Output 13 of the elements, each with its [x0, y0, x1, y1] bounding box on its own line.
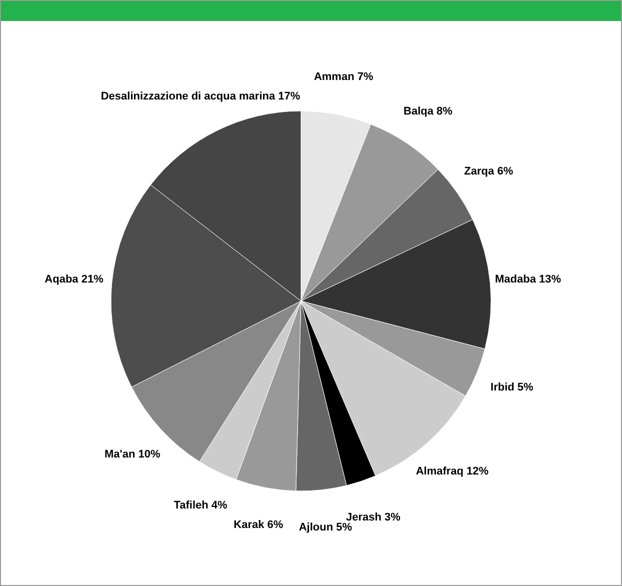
- slice-label: Jerash 3%: [346, 511, 401, 524]
- slice-label: Almafraq 12%: [416, 466, 489, 478]
- slice-label: Ajloun 5%: [298, 522, 352, 534]
- slice-label: Desalinizzazione di acqua marina 17%: [100, 90, 300, 102]
- slice-label: Zarqa 6%: [464, 165, 514, 178]
- slice-label: Irbid 5%: [490, 382, 534, 394]
- slice-label: Madaba 13%: [494, 274, 562, 286]
- slice-label: Balqa 8%: [404, 106, 453, 118]
- slice-label: Karak 6%: [234, 518, 284, 531]
- slice-label: Tafileh 4%: [174, 500, 228, 512]
- slice-label: Ma'an 10%: [104, 448, 161, 460]
- slice-label: Amman 7%: [314, 71, 374, 84]
- slice-label: Aqaba 21%: [44, 274, 104, 286]
